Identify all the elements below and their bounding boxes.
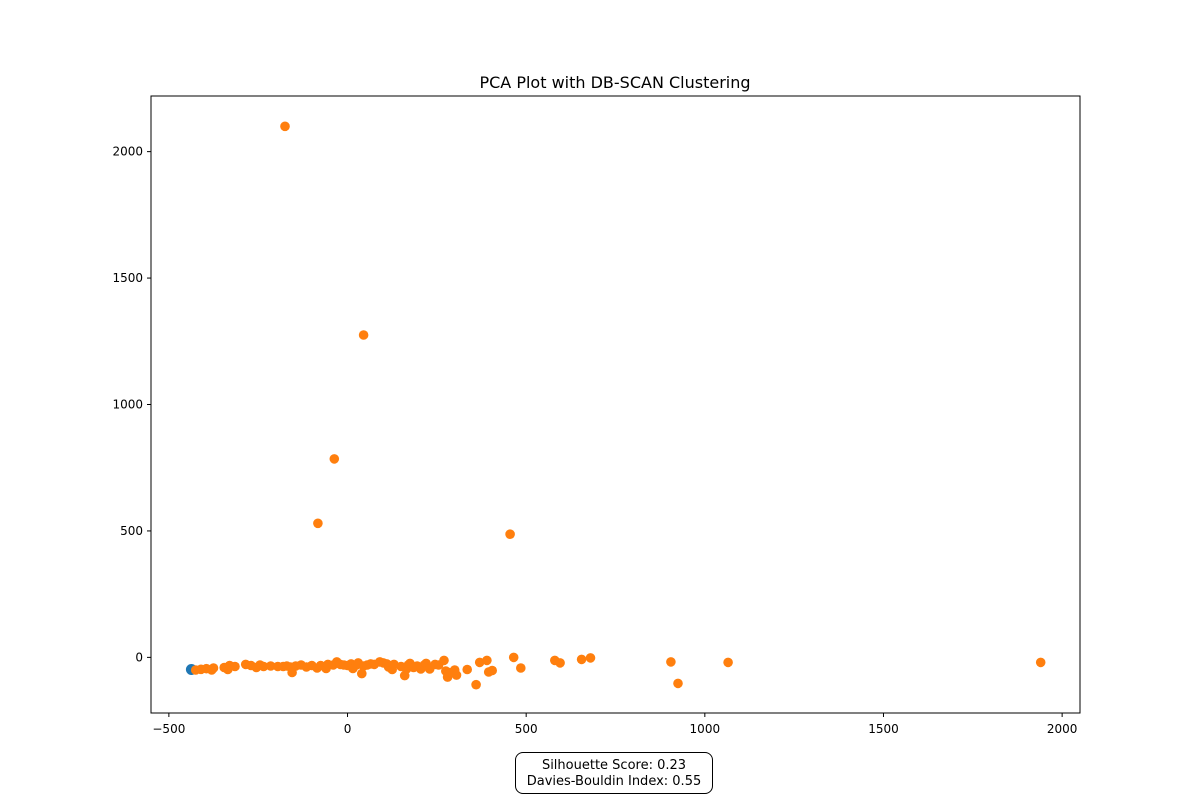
cluster-point-orange — [505, 529, 515, 539]
cluster-point-orange — [357, 668, 367, 679]
cluster-point-orange — [585, 653, 596, 663]
y-tick-label: 500 — [120, 524, 143, 538]
plot-frame — [150, 95, 1081, 714]
cluster-point-orange — [358, 330, 369, 340]
x-tick-label: −500 — [152, 722, 185, 736]
cluster-point-orange — [313, 518, 323, 529]
cluster-point-orange — [471, 679, 481, 690]
cluster-point-orange — [666, 657, 676, 667]
marks-layer — [185, 121, 1046, 690]
cluster-point-orange — [555, 658, 565, 668]
cluster-point-orange — [1035, 657, 1046, 668]
x-tick-label: 1000 — [690, 722, 721, 736]
x-tick-label: 500 — [515, 722, 538, 736]
y-axis: 0 500 1000 1500 2000 — [112, 145, 151, 664]
y-tick-label: 0 — [135, 650, 143, 664]
cluster-point-orange — [230, 661, 240, 672]
y-tick-label: 1500 — [112, 271, 143, 285]
cluster-point-orange — [576, 654, 587, 665]
cluster-point-orange — [280, 121, 290, 132]
cluster-point-orange — [451, 670, 462, 680]
cluster-point-orange — [265, 661, 276, 671]
cluster-point-orange — [258, 661, 269, 672]
metrics-box: Silhouette Score: 0.23 Davies-Bouldin In… — [515, 752, 713, 794]
cluster-point-orange — [723, 657, 733, 668]
cluster-point-orange — [208, 663, 219, 673]
cluster-point-orange — [673, 678, 683, 689]
y-tick-label: 2000 — [112, 145, 143, 159]
cluster-point-orange — [482, 655, 492, 666]
cluster-point-orange — [439, 655, 449, 666]
davies-bouldin-index-label: Davies-Bouldin Index: 0.55 — [526, 774, 702, 789]
cluster-point-orange — [474, 657, 485, 668]
x-tick-label: 2000 — [1047, 722, 1078, 736]
cluster-point-orange — [508, 652, 519, 663]
cluster-point-orange — [516, 663, 526, 673]
y-tick-label: 1000 — [112, 398, 143, 412]
cluster-point-orange — [487, 665, 498, 676]
cluster-point-orange — [329, 454, 340, 464]
chart-title: PCA Plot with DB-SCAN Clustering — [479, 73, 750, 92]
x-tick-label: 1500 — [868, 722, 899, 736]
cluster-point-orange — [462, 664, 473, 675]
x-axis: −500 0 500 1000 1500 2000 — [152, 713, 1077, 736]
x-tick-label: 0 — [344, 722, 352, 736]
silhouette-score-label: Silhouette Score: 0.23 — [541, 758, 687, 773]
